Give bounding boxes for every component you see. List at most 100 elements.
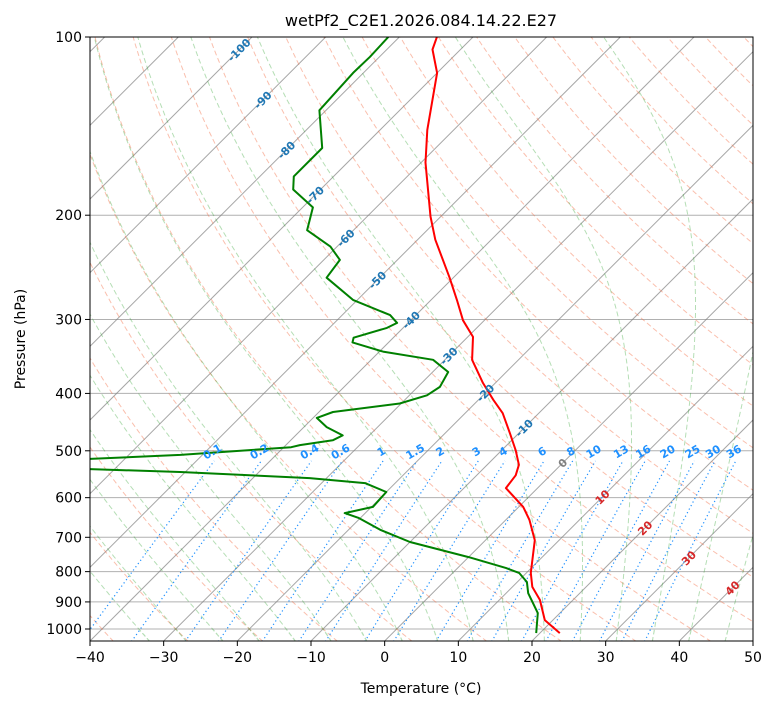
isotherm-line <box>90 37 621 569</box>
y-axis-title: Pressure (hPa) <box>13 289 29 389</box>
dry-adiabat-line <box>628 37 753 165</box>
moist-adiabat-line <box>90 374 296 641</box>
axes: −40 −30 −20 −10 0 10 20 30 40 5010020030040050060… <box>46 30 762 666</box>
mixing-ratio-line <box>521 460 624 641</box>
y-tick-label: 1000 <box>46 622 82 638</box>
dry-adiabat-line <box>132 37 637 641</box>
mixing-ratio-line <box>644 460 737 641</box>
temperature-profile-line <box>424 37 561 634</box>
dry-adiabat-line <box>590 37 753 205</box>
y-tick-label: 700 <box>55 530 82 546</box>
dry-adiabat-line <box>704 37 753 87</box>
mixing-ratio-line <box>545 460 646 641</box>
line-labels: 0.1 0.2 0.4 0.6 1 1.5 2 3 4 6 8 10 13 16 20 25 30 36-100-… <box>201 37 744 598</box>
chart-title: wetPf2_C2E1.2026.084.14.22.E27 <box>285 11 557 31</box>
moist-adiabat-line <box>90 313 332 641</box>
mixing-ratio-label: 16 <box>634 442 654 461</box>
x-tick-label: −20 <box>223 650 253 666</box>
mixing-ratio-label: 1 <box>375 444 388 459</box>
y-tick-label: 400 <box>55 386 82 402</box>
isotherm-line <box>383 271 753 641</box>
mixing-ratio-line <box>90 460 215 631</box>
mixing-ratio-label: 4 <box>497 444 510 459</box>
x-tick-label: 20 <box>523 650 541 666</box>
plot-frame <box>89 36 754 642</box>
x-tick-label: −10 <box>296 650 326 666</box>
x-tick-label: 30 <box>597 650 615 666</box>
mixing-ratio-line <box>364 460 479 641</box>
isotherm-line <box>604 492 753 641</box>
isotherm-line <box>90 37 327 274</box>
isotherm-line <box>162 50 753 641</box>
mixing-ratio-label: 3 <box>470 444 483 459</box>
mixing-ratio-label: 30 <box>703 442 723 461</box>
moist-adiabat-line <box>90 570 151 641</box>
moist-adiabat-line <box>342 37 583 641</box>
dry-adiabat-line <box>90 531 189 641</box>
dry-adiabat-line <box>90 261 413 641</box>
moist-adiabat-line <box>90 428 260 641</box>
moist-adiabat-line <box>93 37 439 641</box>
dry-adiabat-line <box>208 37 753 623</box>
y-tick-label: 100 <box>55 30 82 46</box>
x-tick-label: 40 <box>670 650 688 666</box>
mixing-ratio-label: 0.6 <box>329 441 353 462</box>
dry-adiabat-line <box>437 37 753 366</box>
mixing-ratio-line <box>466 460 574 641</box>
y-tick-label: 600 <box>55 491 82 507</box>
dry-adiabat-line <box>361 37 753 449</box>
moist-adiabat-line <box>688 349 753 641</box>
moist-adiabat-line <box>190 37 510 641</box>
dry-adiabat-line <box>170 37 712 641</box>
isotherm-line <box>90 37 253 200</box>
moist-adiabat-line <box>137 37 474 641</box>
mixing-ratio-line <box>571 460 671 641</box>
dry-adiabat-line <box>90 446 264 641</box>
mixing-ratio-label: 2 <box>434 444 447 459</box>
dry-adiabat-line <box>514 37 753 285</box>
mixing-ratio-line <box>393 460 506 641</box>
mixing-ratio-line <box>131 460 262 641</box>
isotherm-line <box>90 37 695 641</box>
mixing-ratio-label: 10 <box>584 442 604 461</box>
isotherm-line <box>90 37 548 495</box>
background-lines <box>90 37 753 641</box>
moist-adiabat-line <box>603 37 696 641</box>
x-tick-label: 0 <box>380 650 389 666</box>
moist-adiabat-line <box>724 532 753 641</box>
x-tick-label: −40 <box>75 650 105 666</box>
isotherm-label: -80 <box>275 138 298 161</box>
y-tick-label: 500 <box>55 444 82 460</box>
x-tick-label: 50 <box>744 650 762 666</box>
dry-adiabat-line <box>399 37 753 407</box>
isotherm-line <box>90 37 400 348</box>
mixing-ratio-line <box>325 460 443 641</box>
isotherm-line <box>90 37 474 421</box>
mixing-ratio-line <box>621 460 716 641</box>
dry-adiabat-line <box>247 37 753 578</box>
y-tick-label: 800 <box>55 565 82 581</box>
moist-adiabat-line <box>256 37 545 641</box>
mixing-ratio-label: 25 <box>683 442 703 461</box>
x-tick-label: −30 <box>149 650 179 666</box>
dry-adiabat-line <box>743 37 753 48</box>
mixing-ratio-label: 36 <box>724 442 744 461</box>
y-tick-label: 200 <box>55 208 82 224</box>
isotherm-line <box>678 566 753 641</box>
y-tick-label: 900 <box>55 595 82 611</box>
mixing-ratio-line <box>598 460 695 641</box>
mixing-ratio-line <box>261 460 384 641</box>
mixing-ratio-label: 0.2 <box>248 441 271 462</box>
dewpoint-profile-line <box>90 37 539 634</box>
dry-adiabat-line <box>90 357 338 641</box>
isotherm-line <box>236 124 753 641</box>
mixing-ratio-label: 1.5 <box>404 441 427 462</box>
profiles <box>90 37 561 634</box>
moist-adiabat-line <box>90 241 368 641</box>
mixing-ratio-label: 13 <box>611 442 631 461</box>
mixing-ratio-label: 6 <box>536 444 549 459</box>
dry-adiabat-line <box>323 37 753 491</box>
x-axis-title: Temperature (°C) <box>360 681 482 697</box>
dry-adiabat-line <box>552 37 753 245</box>
